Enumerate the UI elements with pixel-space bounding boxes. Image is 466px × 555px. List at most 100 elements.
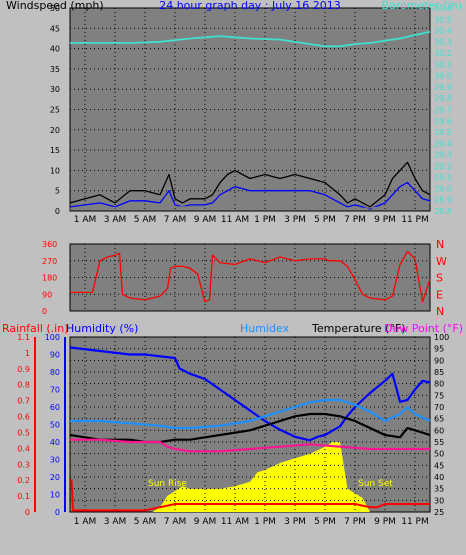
- direction-degree-tick-3: 270: [42, 257, 57, 266]
- rainfall-tick-1: 0.1: [17, 492, 30, 501]
- solar-area: [70, 442, 430, 512]
- humidity-tick-9: 90: [50, 351, 60, 360]
- chart-title: 24 hour graph day : July 16 2013: [159, 0, 341, 12]
- direction-degree-tick-0: 0: [42, 307, 47, 316]
- temperature-x-tick-6: 1 PM: [254, 517, 276, 527]
- temperature-tick-1: 30: [434, 496, 444, 505]
- temperature-x-tick-2: 5 AM: [134, 517, 157, 527]
- dewpoint-line: [70, 438, 430, 453]
- wind-x-tick-5: 11 AM: [221, 215, 249, 225]
- humidity-tick-10: 100: [45, 333, 60, 342]
- rainfall-tick-7: 0.7: [17, 397, 30, 406]
- direction-degree-tick-2: 180: [42, 274, 57, 283]
- temperature-x-tick-3: 7 AM: [164, 517, 187, 527]
- temperature-x-tick-4: 9 AM: [194, 517, 217, 527]
- windspeed-tick-3: 15: [50, 146, 60, 155]
- wind-x-tick-11: 11 PM: [401, 215, 429, 225]
- barometer-tick-15: 30.3: [434, 38, 452, 47]
- temperature-humidity-panel: 0 0.1 0.2 0.3 0.4 0.5 0.6 0.7 0.8 0.9 1 1.1 0 10 20 30…: [2, 322, 463, 527]
- temperature-x-tick-11: 11 PM: [401, 517, 429, 527]
- rainfall-tick-6: 0.6: [17, 413, 30, 422]
- temperature-tick-0: 25: [434, 508, 444, 517]
- rainfall-tick-4: 0.4: [17, 444, 30, 453]
- temperature-tick-13: 90: [434, 356, 444, 365]
- barometer-tick-13: 30.1: [434, 60, 452, 69]
- humidity-tick-6: 60: [50, 403, 60, 412]
- wind-x-tick-1: 3 AM: [104, 215, 127, 225]
- direction-compass-tick-0: N: [436, 305, 444, 318]
- windspeed-tick-2: 10: [50, 166, 60, 175]
- rainfall-tick-2: 0.2: [17, 476, 30, 485]
- avg-wind-line: [69, 194, 431, 210]
- barometer-axis-title: Barometer (in): [382, 0, 463, 12]
- humidity-tick-8: 80: [50, 368, 60, 377]
- wind-barometer-panel: 0 5 10 15 20 25 30 35 40 45 50 28.8 28.9 29.0 29.1 29.…: [6, 0, 462, 225]
- temperature-x-tick-7: 3 PM: [284, 517, 306, 527]
- wind-x-tick-3: 7 AM: [164, 215, 187, 225]
- windspeed-tick-5: 25: [50, 106, 60, 115]
- temperature-tick-3: 40: [434, 473, 444, 482]
- temperature-tick-4: 45: [434, 461, 444, 470]
- barometer-tick-1: 28.9: [434, 196, 452, 205]
- wind-x-tick-2: 5 AM: [134, 215, 157, 225]
- wind-x-tick-7: 3 PM: [284, 215, 306, 225]
- temperature-tick-14: 95: [434, 345, 444, 354]
- humidity-tick-3: 30: [50, 456, 60, 465]
- barometer-tick-7: 29.5: [434, 128, 452, 137]
- temperature-tick-2: 35: [434, 485, 444, 494]
- temperature-x-tick-5: 11 AM: [221, 517, 249, 527]
- rainfall-tick-0: 0: [25, 508, 30, 517]
- barometer-line: [70, 30, 431, 48]
- windspeed-tick-10: 50: [50, 4, 60, 13]
- rainfall-line: [70, 479, 430, 512]
- barometer-tick-16: 30.4: [434, 27, 452, 36]
- windspeed-tick-9: 45: [50, 24, 60, 33]
- windspeed-tick-6: 30: [50, 85, 60, 94]
- direction-compass-tick-1: E: [436, 288, 443, 301]
- wind-x-tick-9: 7 PM: [344, 215, 366, 225]
- wind-x-tick-10: 9 PM: [374, 215, 396, 225]
- humidex-axis-title: Humidex: [240, 322, 290, 335]
- barometer-tick-18: 30.6: [434, 4, 452, 13]
- windspeed-axis-title: Windspeed (mph): [6, 0, 104, 12]
- temperature-tick-8: 65: [434, 415, 444, 424]
- barometer-tick-10: 29.8: [434, 94, 452, 103]
- rainfall-tick-5: 0.5: [17, 428, 30, 437]
- windspeed-tick-1: 5: [55, 187, 60, 196]
- temperature-axis-title: Temperature (°F): [311, 322, 406, 335]
- humidex-line: [70, 398, 431, 430]
- wind-x-tick-4: 9 AM: [194, 215, 217, 225]
- direction-degree-tick-1: 90: [42, 290, 52, 299]
- temperature-tick-5: 50: [434, 450, 444, 459]
- windspeed-tick-0: 0: [55, 207, 60, 216]
- dewpoint-axis-title: Dew Point (°F): [384, 322, 463, 335]
- sunrise-label: Sun Rise: [148, 479, 187, 489]
- temperature-x-tick-8: 5 PM: [314, 517, 336, 527]
- temperature-x-tick-9: 7 PM: [344, 517, 366, 527]
- humidity-line: [69, 346, 431, 442]
- barometer-tick-5: 29.3: [434, 151, 452, 160]
- direction-compass-tick-4: N: [436, 238, 444, 251]
- barometer-tick-9: 29.7: [434, 106, 452, 115]
- wind-x-tick-0: 1 AM: [74, 215, 97, 225]
- barometer-tick-6: 29.4: [434, 139, 452, 148]
- humidity-tick-7: 70: [50, 386, 60, 395]
- barometer-tick-12: 30.0: [434, 72, 452, 81]
- wind-direction-line: [70, 250, 431, 303]
- humidity-tick-4: 40: [50, 438, 60, 447]
- temperature-tick-11: 80: [434, 380, 444, 389]
- barometer-tick-11: 29.9: [434, 83, 452, 92]
- rainfall-tick-8: 0.8: [17, 381, 30, 390]
- temperature-x-tick-1: 3 AM: [104, 517, 127, 527]
- windspeed-tick-7: 35: [50, 65, 60, 74]
- temperature-tick-15: 100: [434, 333, 449, 342]
- temperature-tick-6: 55: [434, 438, 444, 447]
- windspeed-tick-8: 40: [50, 45, 60, 54]
- temperature-tick-9: 70: [434, 403, 444, 412]
- humidity-tick-2: 20: [50, 473, 60, 482]
- temperature-tick-12: 85: [434, 368, 444, 377]
- barometer-tick-17: 30.5: [434, 15, 452, 24]
- rainfall-tick-11: 1.1: [17, 333, 30, 342]
- barometer-tick-3: 29.1: [434, 173, 452, 182]
